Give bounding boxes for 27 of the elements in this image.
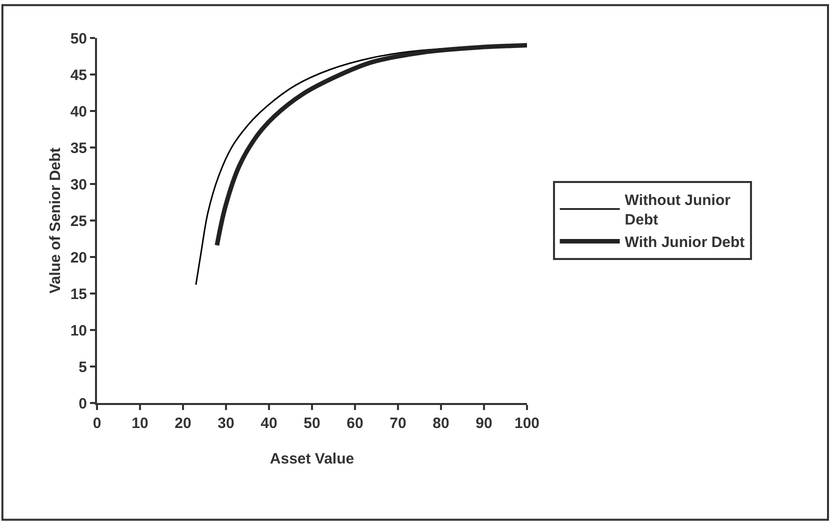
x-tick-label: 60	[346, 415, 364, 432]
y-tick-label: 5	[78, 358, 87, 376]
legend-label: With Junior Debt	[624, 234, 745, 252]
y-tick-label: 50	[70, 30, 87, 48]
y-axis-title: Value of Senior Debt	[47, 148, 64, 294]
x-tick-label: 30	[218, 415, 234, 432]
line-series	[214, 43, 527, 248]
y-tick-label: 15	[70, 286, 87, 303]
x-tick-label: 50	[304, 415, 320, 432]
x-tick-label: 20	[174, 415, 192, 432]
y-tick-label: 45	[70, 66, 87, 84]
x-tick-label: 10	[132, 415, 148, 432]
x-axis-title: Asset Value	[270, 450, 354, 468]
legend-label: Without Junior Debt	[624, 192, 731, 229]
y-tick-label: 10	[70, 322, 87, 340]
y-tick-label: 20	[70, 249, 87, 266]
x-tick-label: 70	[390, 415, 406, 432]
y-tick-label: 30	[70, 176, 87, 194]
x-tick-label: 80	[432, 415, 450, 432]
y-tick-label: 0	[78, 395, 87, 412]
y-tick-label: 35	[70, 140, 87, 157]
x-tick-label: 40	[260, 415, 278, 432]
x-tick-label: 100	[514, 415, 540, 432]
x-tick-label: 0	[92, 415, 102, 432]
y-tick-label: 25	[70, 212, 87, 230]
y-tick-label: 40	[70, 103, 87, 120]
x-tick-label: 90	[476, 415, 492, 432]
